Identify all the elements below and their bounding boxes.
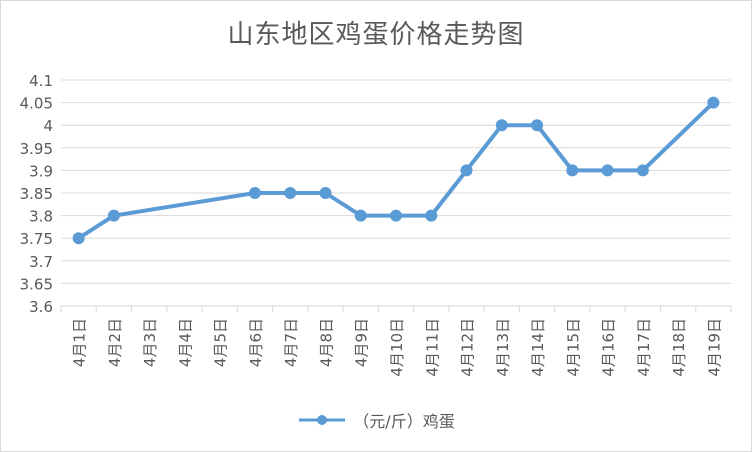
legend-line-marker <box>299 415 346 425</box>
data-point <box>425 209 438 222</box>
x-tick-label: 4月9日 <box>353 318 371 367</box>
gridlines <box>61 79 731 307</box>
x-tick-label: 4月5日 <box>212 318 230 367</box>
y-axis: 3.6 3.65 3.7 3.75 3.8 3.85 3.9 3.95 4 4.05 4.1 <box>20 72 53 316</box>
x-tick-label: 4月6日 <box>247 318 265 367</box>
data-point <box>107 209 120 222</box>
data-point <box>460 164 473 177</box>
data-point <box>566 164 579 177</box>
data-point <box>72 232 85 245</box>
y-tick-label: 3.7 <box>29 253 53 271</box>
series-layer <box>72 96 720 245</box>
data-point <box>354 209 367 222</box>
x-tick-label: 4月11日 <box>423 318 441 377</box>
y-tick-label: 4 <box>43 117 53 135</box>
y-tick-label: 3.75 <box>20 230 53 248</box>
data-point <box>248 187 261 199</box>
y-tick-label: 3.8 <box>29 208 53 226</box>
y-tick-label: 3.6 <box>29 298 53 316</box>
x-tick-label: 4月13日 <box>494 318 512 377</box>
data-point <box>319 187 332 199</box>
x-axis: 4月1日 4月2日 4月3日 4月4日 4月5日 4月6日 4月7日 4月8日 4月9日 4月10… <box>60 306 732 377</box>
data-point <box>707 96 720 109</box>
y-tick-label: 3.95 <box>20 140 53 158</box>
x-tick-label: 4月7日 <box>282 318 300 367</box>
x-tick-label: 4月1日 <box>71 318 89 367</box>
x-tick-label: 4月15日 <box>564 318 582 377</box>
x-tick-label: 4月18日 <box>670 318 688 377</box>
x-tick-label: 4月4日 <box>176 318 194 367</box>
data-point <box>284 187 297 199</box>
data-point <box>390 209 402 222</box>
x-tick-label: 4月3日 <box>141 318 159 367</box>
x-tick-label: 4月14日 <box>529 318 547 377</box>
y-tick-label: 3.85 <box>20 185 53 203</box>
x-tick-label: 4月2日 <box>106 318 124 367</box>
y-tick-label: 3.65 <box>20 275 53 293</box>
x-tick-label: 4月16日 <box>600 318 618 377</box>
y-tick-label: 4.1 <box>29 72 53 90</box>
x-tick-label: 4月19日 <box>705 318 723 377</box>
x-tick-label: 4月12日 <box>459 318 477 377</box>
legend-label: （元/斤）鸡蛋 <box>353 412 455 431</box>
legend: （元/斤）鸡蛋 <box>0 408 752 432</box>
x-tick-label: 4月17日 <box>635 318 653 377</box>
data-point <box>601 164 614 177</box>
y-tick-label: 4.05 <box>20 95 53 113</box>
chart-title: 山东地区鸡蛋价格走势图 <box>227 20 525 50</box>
x-tick-label: 4月10日 <box>388 318 406 377</box>
y-tick-label: 3.9 <box>29 162 53 180</box>
data-point <box>495 119 508 132</box>
data-point <box>531 119 544 132</box>
x-tick-label: 4月8日 <box>317 318 335 367</box>
data-point <box>636 164 649 177</box>
